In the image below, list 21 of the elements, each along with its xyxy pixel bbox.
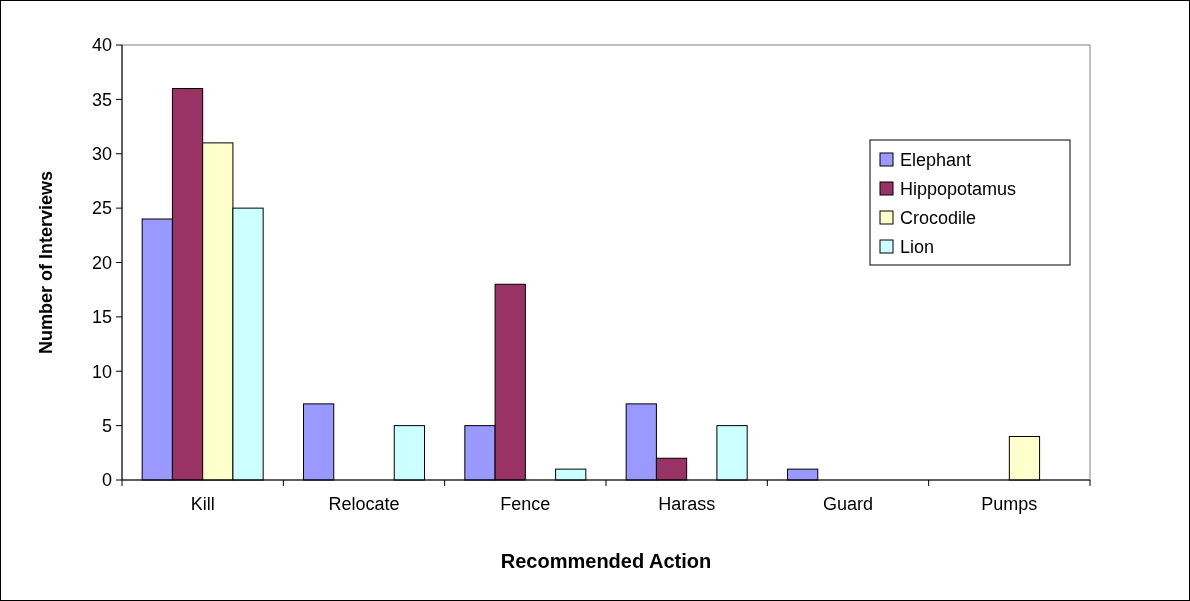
legend-label: Lion (900, 237, 935, 258)
legend-label: Hippopotamus (900, 179, 1017, 200)
x-tick-label: Harass (658, 494, 716, 514)
y-tick-label: 40 (91, 35, 112, 56)
y-tick-label: 5 (101, 415, 112, 436)
x-tick-label: Pumps (981, 494, 1038, 514)
y-tick-label: 0 (101, 470, 112, 491)
y-tick-label: 15 (91, 307, 112, 328)
y-tick-label: 20 (91, 252, 112, 273)
x-tick-label: Guard (822, 494, 874, 514)
x-tick-label: Relocate (328, 494, 400, 514)
legend-label: Elephant (900, 150, 972, 171)
y-axis-title: Number of Interviews (36, 170, 56, 355)
x-axis-title: Recommended Action (500, 550, 712, 572)
x-tick-label: Kill (190, 494, 215, 514)
x-tick-label: Fence (500, 494, 551, 514)
y-tick-label: 10 (91, 361, 112, 382)
y-tick-label: 35 (91, 89, 112, 110)
legend-label: Crocodile (900, 208, 977, 229)
y-tick-label: 30 (91, 144, 112, 165)
y-tick-label: 25 (91, 198, 112, 219)
